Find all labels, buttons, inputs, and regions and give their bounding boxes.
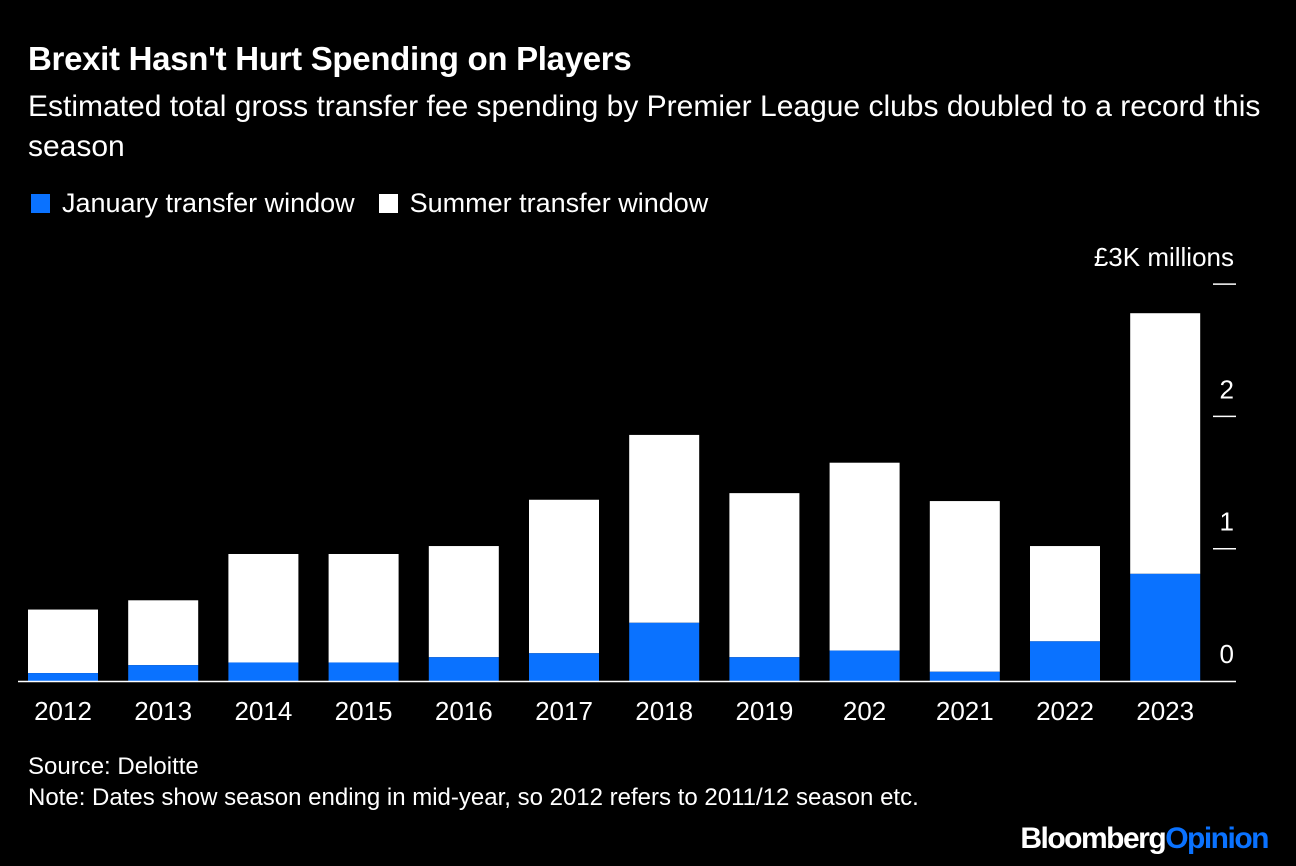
y-tick-label-3: £3K millions xyxy=(1094,242,1234,272)
logo-opinion-text: Opinion xyxy=(1165,822,1269,855)
legend-swatch-summer xyxy=(378,194,398,213)
bar-summer-2018 xyxy=(629,434,700,623)
bar-summer-2023 xyxy=(1130,313,1201,574)
legend-item-january: January transfer window xyxy=(31,188,355,219)
x-tick-label-2021: 2021 xyxy=(936,696,994,726)
bar-january-2015 xyxy=(328,662,399,681)
bar-january-2022 xyxy=(1030,641,1100,681)
bar-january-2013 xyxy=(128,665,199,681)
bar-january-2012 xyxy=(28,673,98,681)
dates-note: Note: Dates show season ending in mid-ye… xyxy=(28,784,919,811)
x-tick-label-2013: 2013 xyxy=(134,696,192,726)
bar-january-2016 xyxy=(428,657,499,681)
bar-summer-2015 xyxy=(328,553,399,663)
y-tick-label-0: 0 xyxy=(1220,639,1234,669)
x-tick-label-2017: 2017 xyxy=(535,696,593,726)
legend-swatch-january xyxy=(31,194,50,213)
x-tick-label-2014: 2014 xyxy=(234,696,292,726)
legend-label-january: January transfer window xyxy=(62,188,355,218)
x-tick-label-2019: 2019 xyxy=(735,696,793,726)
chart-subtitle: Estimated total gross transfer fee spend… xyxy=(28,90,1261,163)
y-tick-label-2: 2 xyxy=(1220,374,1234,404)
logo-bloomberg-text: Bloomberg xyxy=(1020,822,1166,855)
bar-summer-2014 xyxy=(228,553,299,663)
legend-label-summer: Summer transfer window xyxy=(409,188,709,218)
x-tick-label-2023: 2023 xyxy=(1136,696,1194,726)
x-tick-label-2015: 2015 xyxy=(335,696,393,726)
bar-january-2021 xyxy=(929,671,1000,681)
source-note: Source: Deloitte xyxy=(28,753,199,780)
x-tick-label-202: 202 xyxy=(843,696,886,726)
legend: January transfer window Summer transfer … xyxy=(31,188,732,219)
legend-item-summer: Summer transfer window xyxy=(378,188,709,219)
chart-footer: Source: Deloitte Note: Dates show season… xyxy=(28,751,988,813)
bar-summer-2019 xyxy=(729,493,800,658)
bar-summer-202 xyxy=(829,462,900,651)
bar-january-2014 xyxy=(228,662,299,681)
bar-summer-2021 xyxy=(929,501,1000,672)
bar-january-2019 xyxy=(729,657,800,681)
bar-january-2017 xyxy=(529,653,599,681)
bar-summer-2012 xyxy=(28,609,98,674)
bar-summer-2013 xyxy=(128,600,199,666)
x-tick-label-2012: 2012 xyxy=(34,696,92,726)
x-tick-label-2016: 2016 xyxy=(435,696,493,726)
chart-title: Brexit Hasn't Hurt Spending on Players xyxy=(28,40,632,77)
bar-january-2018 xyxy=(629,622,700,681)
bar-summer-2016 xyxy=(428,546,499,658)
bloomberg-opinion-logo: BloombergOpinion xyxy=(1020,822,1269,856)
bar-summer-2022 xyxy=(1030,546,1100,642)
bar-january-202 xyxy=(829,650,900,681)
bar-january-2023 xyxy=(1130,573,1201,681)
x-tick-label-2018: 2018 xyxy=(635,696,693,726)
bar-summer-2017 xyxy=(529,499,599,654)
x-tick-label-2022: 2022 xyxy=(1036,696,1094,726)
y-tick-label-1: 1 xyxy=(1220,507,1234,537)
